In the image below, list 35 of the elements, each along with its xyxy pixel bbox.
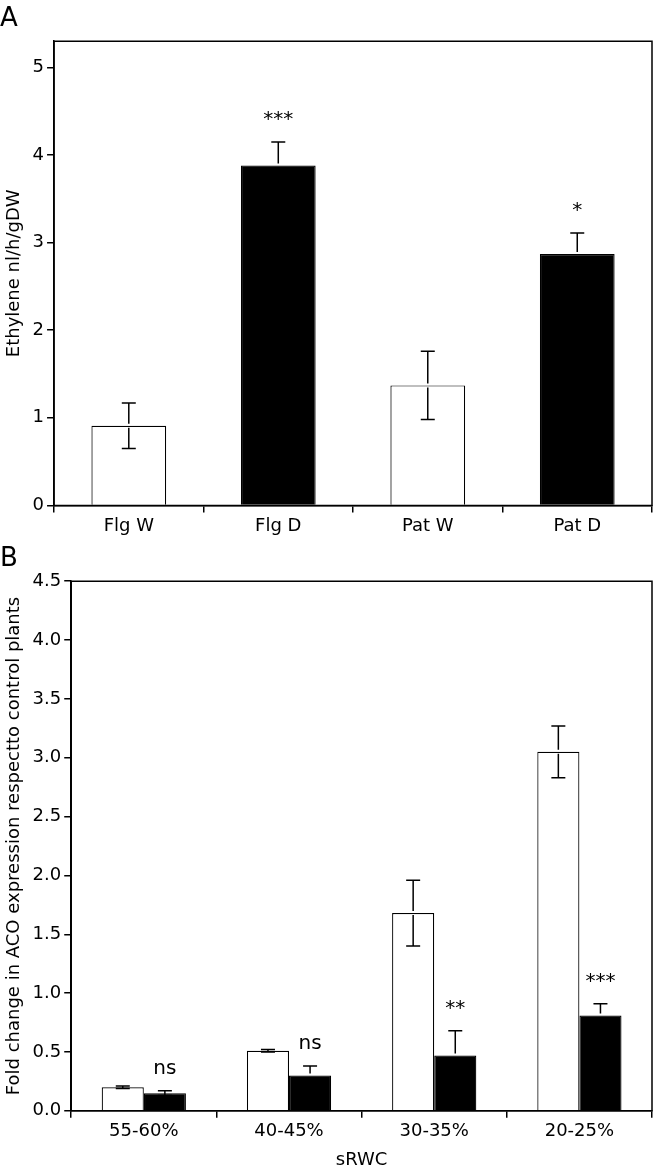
y-tick-label: 4 — [32, 142, 45, 164]
y-axis-title: Fold change in ACO expression respectto control plants — [2, 596, 24, 1096]
y-tick-label: 2 — [32, 317, 45, 339]
y-tick-label: 0.0 — [32, 1098, 62, 1120]
annotation: * — [572, 197, 583, 222]
chart-title: A — [0, 2, 18, 33]
annotation: ns — [298, 1030, 322, 1055]
y-tick-label: 4.5 — [32, 568, 62, 590]
x-tick-label: 40-45% — [254, 1119, 324, 1141]
y-tick-label: 3.5 — [32, 686, 62, 708]
y-tick-label: 1.5 — [32, 921, 62, 943]
annotation: *** — [585, 967, 616, 992]
x-tick-label: Pat D — [553, 513, 602, 535]
annotation: ** — [445, 994, 466, 1019]
y-tick-label: 3 — [32, 230, 45, 252]
x-tick-label: Pat W — [401, 513, 454, 535]
y-tick-label: 5 — [32, 55, 45, 77]
x-tick-label: Flg W — [103, 513, 155, 535]
x-tick-label: Flg D — [255, 513, 302, 535]
chart-title: B — [0, 542, 18, 573]
x-tick-label: 55-60% — [109, 1119, 179, 1141]
y-tick-label: 0.5 — [32, 1039, 62, 1061]
annotation: ns — [153, 1055, 177, 1079]
y-tick-label: 0 — [32, 493, 45, 515]
y-tick-label: 1 — [32, 405, 45, 427]
x-tick-label: 30-35% — [399, 1119, 469, 1141]
annotation: *** — [263, 106, 294, 131]
x-axis-title: sRWC — [335, 1147, 388, 1169]
y-tick-label: 2.5 — [32, 804, 62, 826]
y-tick-label: 1.0 — [32, 980, 62, 1002]
y-tick-label: 3.0 — [32, 745, 62, 767]
y-tick-label: 2.0 — [32, 863, 62, 885]
x-tick-label: 20-25% — [544, 1119, 615, 1141]
y-axis-title: Ethylene nl/h/gDW — [2, 189, 24, 358]
y-tick-label: 4.0 — [32, 627, 62, 649]
